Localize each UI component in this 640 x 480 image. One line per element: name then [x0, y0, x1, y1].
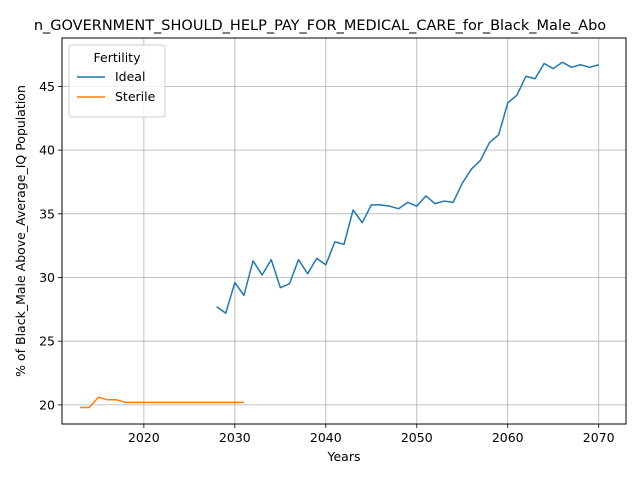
legend-title: Fertility [94, 50, 142, 65]
x-tick-label: 2040 [310, 430, 342, 445]
series-line-sterile [80, 396, 244, 409]
y-tick-label: 30 [39, 270, 55, 285]
x-tick-label: 2020 [128, 430, 160, 445]
legend-box [68, 44, 166, 118]
plot-frame [61, 37, 627, 425]
x-tick-label: 2050 [401, 430, 433, 445]
x-tick-label: 2070 [583, 430, 615, 445]
series-line-ideal [216, 61, 599, 314]
y-axis-label: % of Black_Male Above_Average_IQ Populat… [13, 85, 28, 377]
legend-label-sterile: Sterile [115, 89, 156, 104]
series-layer [80, 61, 599, 409]
x-tick-label: 2030 [219, 430, 251, 445]
y-tick-label: 25 [39, 334, 55, 349]
legend-label-ideal: Ideal [115, 69, 145, 84]
chart-title: n_GOVERNMENT_SHOULD_HELP_PAY_FOR_MEDICAL… [34, 18, 606, 34]
legend-items: Ideal Sterile [77, 69, 156, 104]
y-tick-label: 35 [39, 206, 55, 221]
y-tick-label: 20 [39, 397, 55, 412]
y-tick-label: 45 [39, 79, 55, 94]
y-tick-label: 40 [39, 143, 55, 158]
axis-ticks: 2020 2030 2040 2050 2060 2070 20 25 30 35 40 45 [39, 79, 615, 445]
x-tick-label: 2060 [492, 430, 524, 445]
legend: Fertility Ideal Sterile [68, 44, 166, 118]
x-axis-label: Years [327, 449, 361, 464]
